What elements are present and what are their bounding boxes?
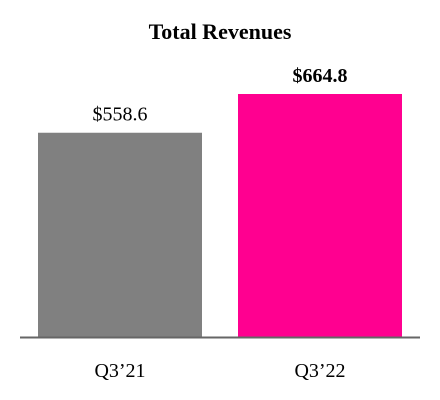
bar bbox=[238, 94, 402, 337]
value-label: $664.8 bbox=[293, 65, 348, 87]
chart-title: Total Revenues bbox=[149, 19, 292, 44]
x-tick-label: Q3’21 bbox=[94, 360, 145, 382]
x-tick-label: Q3’22 bbox=[294, 360, 345, 382]
value-label: $558.6 bbox=[93, 104, 148, 126]
bar bbox=[38, 132, 202, 337]
